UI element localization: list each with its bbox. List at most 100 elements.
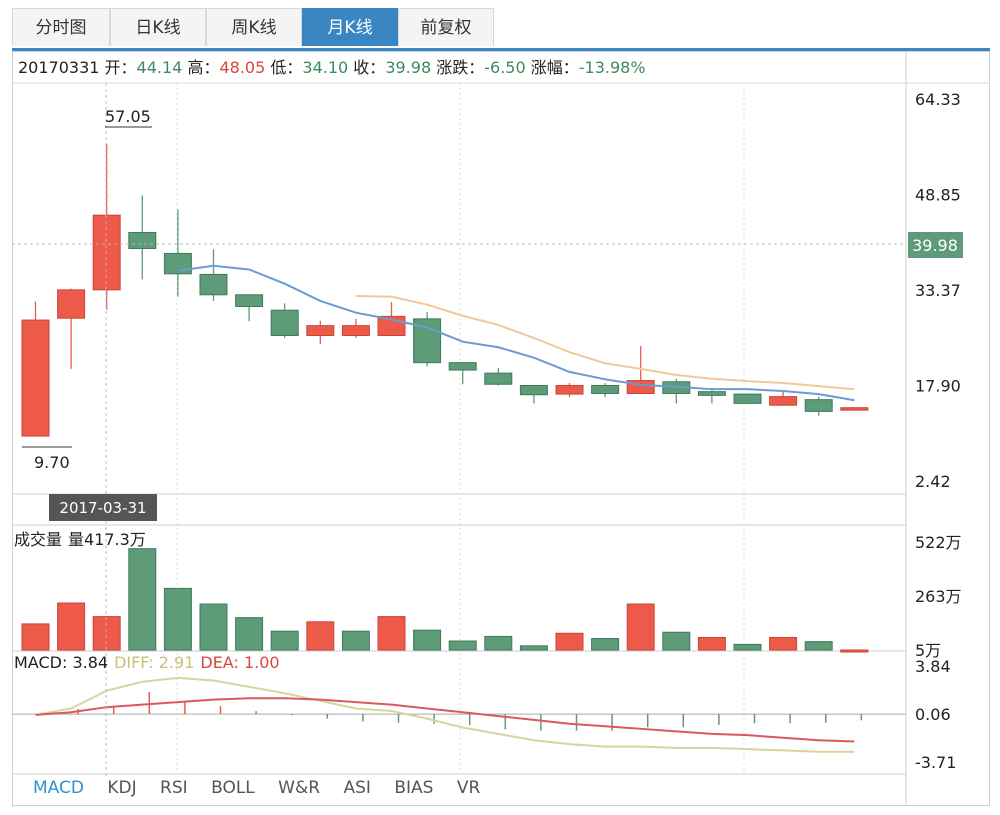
price-tick-label: 2.42 bbox=[915, 472, 951, 491]
macd-panel bbox=[12, 676, 906, 753]
price-tick-label: 17.90 bbox=[915, 376, 961, 395]
tab-forward-adjust[interactable]: 前复权 bbox=[398, 8, 494, 46]
volume-bar bbox=[270, 630, 299, 651]
price-tick-label: 33.37 bbox=[915, 281, 961, 300]
candle-body bbox=[769, 396, 798, 406]
price-tick-label: 64.33 bbox=[915, 90, 961, 109]
volume-bar bbox=[840, 649, 869, 653]
info-pct-value: -13.98% bbox=[578, 58, 646, 77]
ohlc-info-bar: 20170331 开：44.14 高：48.05 低：34.10 收：39.98… bbox=[18, 54, 646, 78]
volume-bar bbox=[235, 617, 264, 651]
candle-4 bbox=[163, 209, 192, 297]
indicator-tab-bias[interactable]: BIAS bbox=[394, 778, 434, 798]
macd-tick-label: 3.84 bbox=[915, 657, 951, 676]
candle-body bbox=[57, 289, 86, 319]
candle-1 bbox=[57, 288, 86, 369]
volume-bar bbox=[57, 602, 86, 651]
indicator-tab-rsi[interactable]: RSI bbox=[160, 778, 188, 798]
info-change-value: -6.50 bbox=[484, 58, 526, 77]
candle-body bbox=[128, 231, 157, 250]
candle-body bbox=[270, 309, 299, 337]
info-open-value: 44.14 bbox=[136, 58, 183, 77]
volume-bar bbox=[199, 603, 228, 651]
info-low-label: 低： bbox=[270, 58, 303, 77]
tab-monthly-k[interactable]: 月K线 bbox=[302, 8, 398, 46]
candle-body bbox=[733, 393, 762, 404]
candle-23 bbox=[840, 407, 869, 411]
candle-body bbox=[163, 252, 192, 275]
candle-0 bbox=[21, 301, 50, 437]
candle-22 bbox=[804, 396, 833, 416]
candle-12 bbox=[448, 362, 477, 385]
candle-19 bbox=[697, 390, 726, 404]
volume-bar bbox=[697, 636, 726, 651]
tab-daily-k[interactable]: 日K线 bbox=[110, 8, 206, 46]
volume-bar bbox=[377, 616, 406, 651]
candle-body bbox=[21, 319, 50, 437]
tab-weekly-k[interactable]: 周K线 bbox=[206, 8, 302, 46]
indicator-tab-vr[interactable]: VR bbox=[456, 778, 481, 798]
volume-bar bbox=[128, 548, 157, 651]
cursor-price-label: 39.98 bbox=[912, 236, 958, 255]
candle-15 bbox=[555, 383, 584, 398]
volume-bar bbox=[626, 603, 655, 651]
candle-body bbox=[413, 318, 442, 364]
candle-2 bbox=[92, 143, 121, 310]
info-date: 20170331 bbox=[18, 58, 100, 77]
min-price-label: 9.70 bbox=[34, 453, 70, 472]
candle-body bbox=[840, 407, 869, 411]
volume-bar bbox=[163, 587, 192, 651]
info-close-label: 收： bbox=[353, 58, 386, 77]
candle-body bbox=[591, 384, 620, 395]
diff-line bbox=[35, 676, 855, 753]
candle-14 bbox=[519, 384, 548, 404]
ma10-line bbox=[355, 295, 855, 391]
period-tabs: 分时图 日K线 周K线 月K线 前复权 bbox=[12, 8, 990, 51]
candle-21 bbox=[769, 390, 798, 406]
info-high-label: 高： bbox=[187, 58, 220, 77]
volume-tick-label: 522万 bbox=[915, 533, 962, 552]
indicator-tab-kdj[interactable]: KDJ bbox=[107, 778, 137, 798]
candle-18 bbox=[662, 378, 691, 404]
volume-bar bbox=[555, 632, 584, 651]
volume-bar bbox=[21, 623, 50, 651]
volume-panel bbox=[21, 548, 869, 653]
candle-body bbox=[341, 325, 370, 337]
indicator-tabs: MACD KDJ RSI BOLL W&R ASI BIAS VR bbox=[33, 778, 498, 798]
volume-bar bbox=[448, 640, 477, 651]
volume-bar bbox=[413, 629, 442, 651]
info-high-value: 48.05 bbox=[219, 58, 266, 77]
candle-body bbox=[92, 214, 121, 291]
candle-body bbox=[484, 372, 513, 385]
candle-body bbox=[448, 362, 477, 371]
candle-body bbox=[235, 294, 264, 308]
indicator-tab-boll[interactable]: BOLL bbox=[211, 778, 255, 798]
candle-body bbox=[199, 273, 228, 296]
volume-bar bbox=[591, 638, 620, 651]
max-price-label: 57.05 bbox=[105, 107, 151, 126]
info-change-label: 涨跌： bbox=[436, 58, 485, 77]
volume-bar bbox=[733, 643, 762, 651]
indicator-tab-wr[interactable]: W&R bbox=[278, 778, 321, 798]
candle-8 bbox=[306, 320, 335, 345]
info-low-value: 34.10 bbox=[302, 58, 349, 77]
info-open-label: 开： bbox=[104, 58, 137, 77]
macd-tick-label: 0.06 bbox=[915, 705, 951, 724]
candle-body bbox=[804, 399, 833, 412]
volume-bar bbox=[341, 630, 370, 651]
indicator-tab-asi[interactable]: ASI bbox=[343, 778, 371, 798]
candle-11 bbox=[413, 312, 442, 367]
chart-frame bbox=[12, 51, 990, 806]
volume-bar bbox=[92, 616, 121, 651]
volume-bar bbox=[804, 641, 833, 651]
grid-lines bbox=[12, 51, 990, 806]
indicator-tab-macd[interactable]: MACD bbox=[33, 778, 84, 798]
candle-9 bbox=[341, 318, 370, 338]
volume-bar bbox=[769, 636, 798, 651]
macd-title: MACD: 3.84 DIFF: 2.91 DEA: 1.00 bbox=[14, 653, 280, 672]
tab-intraday[interactable]: 分时图 bbox=[12, 8, 110, 46]
macd-tick-label: -3.71 bbox=[915, 753, 956, 772]
candle-body bbox=[306, 325, 335, 337]
volume-title: 成交量 量417.3万 bbox=[14, 530, 146, 549]
